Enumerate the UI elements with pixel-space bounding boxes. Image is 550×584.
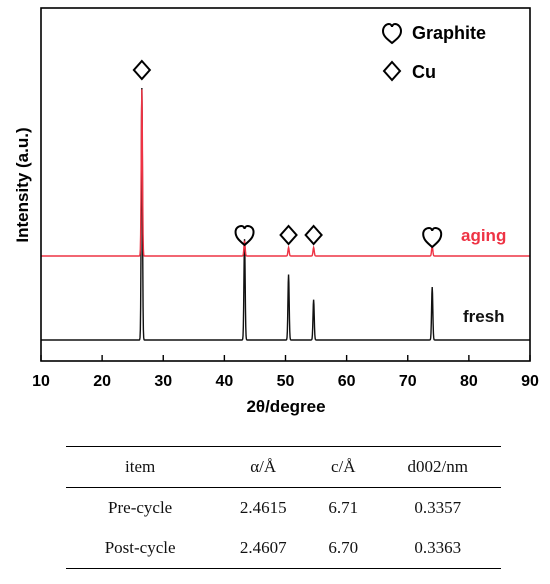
x-tick-label: 60 [338,373,356,390]
peak-marker-heart-icon [234,224,255,247]
x-tick-label: 80 [460,373,478,390]
x-axis-label: 2θ/degree [246,397,325,416]
peak-marker-diamond-icon [279,224,298,246]
xrd-chart: 10 20 30 40 50 60 70 80 90 Intensity (a.u.) 2θ/d… [13,7,539,416]
series-label-fresh: fresh [463,307,505,326]
series-line-aging [41,89,530,257]
legend-graphite-label: Graphite [412,23,486,43]
x-tick-label: 50 [277,373,295,390]
x-tick-label: 20 [93,373,111,390]
series-line-fresh [41,87,530,341]
header-a: α/Å [250,457,277,476]
peak-marker-diamond-icon [132,59,152,81]
legend-heart-icon [381,22,403,45]
cell-item: Pre-cycle [108,498,173,517]
cell-a: 2.4615 [239,498,287,517]
peak-marker-heart-icon [422,226,443,249]
x-tick-label: 30 [154,373,172,390]
peak-marker-diamond-icon [304,224,323,246]
header-item: item [125,457,156,476]
header-c: c/Å [331,457,356,476]
y-axis-label: Intensity (a.u.) [13,127,32,242]
cell-c: 6.71 [328,498,359,517]
table-row: Pre-cycle 2.4615 6.71 0.3357 [66,488,501,529]
x-tick-label: 70 [399,373,417,390]
legend-cu-label: Cu [412,62,436,82]
legend-diamond-icon [382,60,402,82]
plot-frame [40,7,531,362]
cell-item: Post-cycle [104,538,176,557]
cell-d002: 0.3357 [414,498,462,517]
cell-a: 2.4607 [239,538,287,557]
series-label-aging: aging [461,226,506,245]
legend: Graphite Cu [381,22,486,82]
cell-d002: 0.3363 [414,538,462,557]
x-tick-label: 90 [521,373,539,390]
cell-c: 6.70 [328,538,359,557]
lattice-parameter-table: item α/Å c/Å d002/nm Pre-cycle 2.4615 6.… [66,446,501,569]
x-tick-label: 10 [32,373,50,390]
table-header-row: item α/Å c/Å d002/nm [66,446,501,488]
x-tick-label: 40 [215,373,233,390]
header-d002: d002/nm [407,457,468,476]
table-row: Post-cycle 2.4607 6.70 0.3363 [66,528,501,569]
